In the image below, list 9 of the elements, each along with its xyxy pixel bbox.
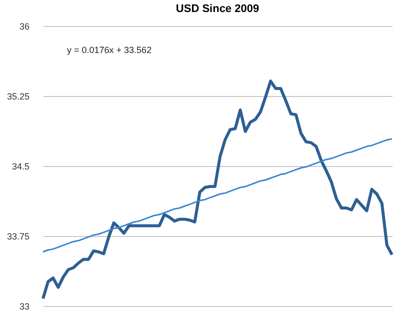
line-series <box>42 80 394 300</box>
y-tick-label: 36 <box>19 22 30 32</box>
line-series <box>42 138 393 253</box>
chart-title: USD Since 2009 <box>176 3 260 15</box>
y-tick-label: 33 <box>19 302 30 312</box>
annotation: y = 0.0176x + 33.562 <box>67 45 152 55</box>
y-tick-label: 35.25 <box>6 92 30 102</box>
y-tick-label: 34.5 <box>12 162 30 172</box>
y-tick-label: 33.75 <box>6 232 30 242</box>
